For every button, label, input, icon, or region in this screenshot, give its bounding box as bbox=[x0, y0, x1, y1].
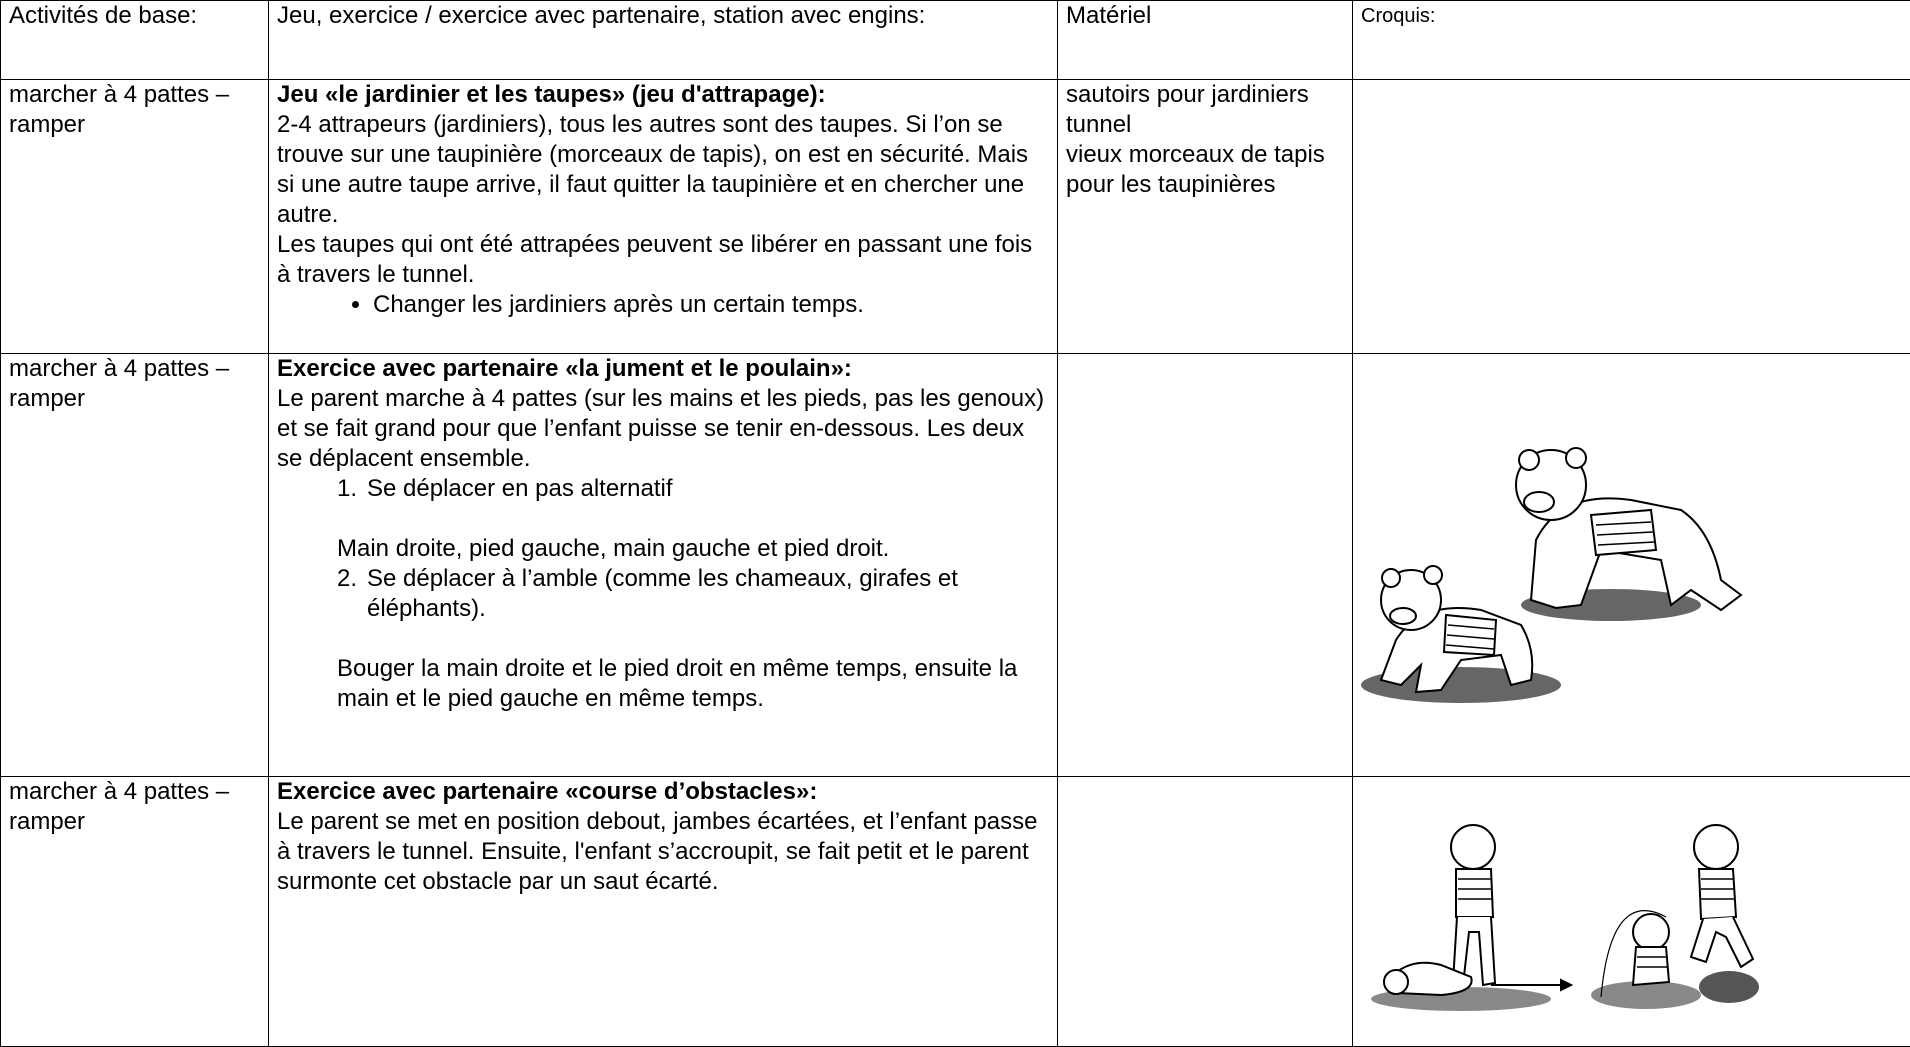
activity: marcher à 4 pattes – ramper bbox=[1, 354, 269, 777]
paragraph: Le parent se met en position debout, jam… bbox=[277, 807, 1049, 897]
description: Exercice avec partenaire «la jument et l… bbox=[269, 354, 1058, 777]
step-number: 2. bbox=[337, 564, 367, 624]
activity: marcher à 4 pattes – ramper bbox=[1, 777, 269, 1047]
illustration-obstacles bbox=[1361, 807, 1781, 1027]
sketch bbox=[1353, 80, 1910, 354]
sketch bbox=[1353, 777, 1910, 1047]
row: marcher à 4 pattes – ramper Jeu «le jard… bbox=[1, 80, 1910, 354]
row: marcher à 4 pattes – ramper Exercice ave… bbox=[1, 777, 1910, 1047]
material-item: sautoirs pour jardiniers bbox=[1066, 80, 1344, 110]
bullet-list: Changer les jardiniers après un certain … bbox=[277, 290, 1049, 320]
material: sautoirs pour jardiniers tunnel vieux mo… bbox=[1058, 80, 1353, 354]
paragraph: Les taupes qui ont été attrapées peuvent… bbox=[277, 230, 1049, 290]
description: Exercice avec partenaire «course d’obsta… bbox=[269, 777, 1058, 1047]
step-detail: Bouger la main droite et le pied droit e… bbox=[277, 654, 1049, 714]
description: Jeu «le jardinier et les taupes» (jeu d'… bbox=[269, 80, 1058, 354]
sketch bbox=[1353, 354, 1910, 777]
activity: marcher à 4 pattes – ramper bbox=[1, 80, 269, 354]
bullet: Changer les jardiniers après un certain … bbox=[373, 290, 1049, 320]
step-text: Se déplacer en pas alternatif bbox=[367, 474, 673, 504]
title: Exercice avec partenaire «la jument et l… bbox=[277, 354, 1049, 384]
header-cell: Activités de base: bbox=[1, 1, 269, 80]
row: marcher à 4 pattes – ramper Exercice ave… bbox=[1, 354, 1910, 777]
title: Jeu «le jardinier et les taupes» (jeu d'… bbox=[277, 80, 1049, 110]
material bbox=[1058, 354, 1353, 777]
paragraph: 2-4 attrapeurs (jardiniers), tous les au… bbox=[277, 110, 1049, 230]
title: Exercice avec partenaire «course d’obsta… bbox=[277, 777, 1049, 807]
step: 1.Se déplacer en pas alternatif bbox=[277, 474, 1049, 504]
paragraph: Le parent marche à 4 pattes (sur les mai… bbox=[277, 384, 1049, 474]
step-text: Se déplacer à l’amble (comme les chameau… bbox=[367, 564, 1049, 624]
material-item: vieux morceaux de tapis pour les taupini… bbox=[1066, 140, 1344, 200]
header-cell: Croquis: bbox=[1353, 1, 1910, 80]
step-detail: Main droite, pied gauche, main gauche et… bbox=[277, 534, 1049, 564]
header-row: Activités de base: Jeu, exercice / exerc… bbox=[1, 1, 1910, 80]
material bbox=[1058, 777, 1353, 1047]
material-item: tunnel bbox=[1066, 110, 1344, 140]
illustration-crawling bbox=[1361, 430, 1791, 720]
step: 2.Se déplacer à l’amble (comme les chame… bbox=[277, 564, 1049, 624]
header-cell: Jeu, exercice / exercice avec partenaire… bbox=[269, 1, 1058, 80]
step-number: 1. bbox=[337, 474, 367, 504]
header-cell: Matériel bbox=[1058, 1, 1353, 80]
